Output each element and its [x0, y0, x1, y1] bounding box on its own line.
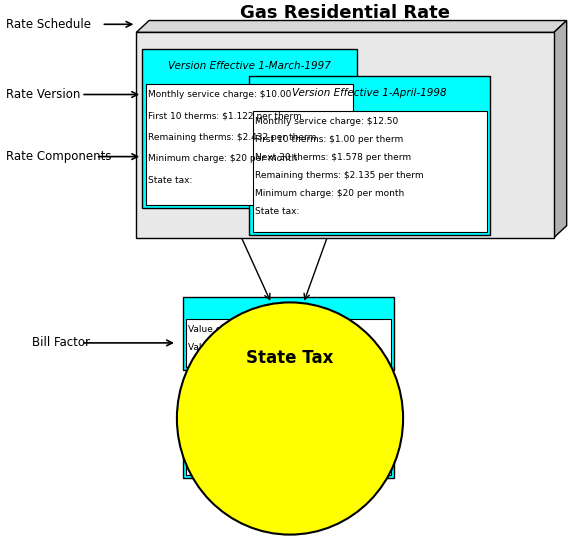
Text: Value on 1-Dec-1996: 6.25%: Value on 1-Dec-1996: 6.25% — [188, 325, 317, 334]
Text: Rate Schedule: Rate Schedule — [6, 18, 91, 31]
Bar — [183, 394, 394, 478]
Bar — [253, 111, 487, 232]
Bar — [146, 84, 353, 205]
Text: Value on 15-Feb-1998: 7.5%: Value on 15-Feb-1998: 7.5% — [188, 342, 316, 352]
Text: State tax:: State tax: — [148, 176, 193, 185]
Text: First 10 therms: $1.122 per therm: First 10 therms: $1.122 per therm — [148, 112, 302, 120]
Text: Monthly service charge: $10.00: Monthly service charge: $10.00 — [148, 90, 291, 99]
Text: Version Effective 1-April-1998: Version Effective 1-April-1998 — [292, 88, 447, 98]
Bar — [183, 297, 394, 370]
Bar — [249, 76, 490, 235]
Text: Minimum charge: $20 per month: Minimum charge: $20 per month — [255, 189, 404, 198]
Text: Rate Components: Rate Components — [6, 150, 111, 163]
Text: Bill Factor: Bill Factor — [32, 336, 90, 349]
Text: Minimum charge: $20 per month: Minimum charge: $20 per month — [148, 154, 297, 163]
Bar — [136, 32, 554, 238]
Text: Rate Version: Rate Version — [6, 88, 80, 101]
Text: Hawaii: Hawaii — [271, 303, 306, 313]
Text: State Tax: State Tax — [246, 349, 334, 367]
Text: Value on 1-Feb-1996: 2.25%: Value on 1-Feb-1996: 2.25% — [188, 422, 316, 430]
Bar — [186, 416, 391, 475]
Text: First 10 therms: $1.00 per therm: First 10 therms: $1.00 per therm — [255, 134, 404, 144]
Text: Version Effective 1-March-1997: Version Effective 1-March-1997 — [168, 61, 331, 71]
Polygon shape — [554, 21, 567, 238]
Text: Monthly service charge: $12.50: Monthly service charge: $12.50 — [255, 117, 398, 126]
Text: Remaining therms: $2.432 per therm: Remaining therms: $2.432 per therm — [148, 133, 316, 142]
Text: Remaining therms: $2.135 per therm: Remaining therms: $2.135 per therm — [255, 171, 424, 180]
Text: State tax:: State tax: — [255, 207, 300, 216]
Bar — [142, 49, 357, 208]
Text: Value on 18-Mar-1999: 3.7%: Value on 18-Mar-1999: 3.7% — [188, 453, 317, 462]
Text: Utah: Utah — [276, 400, 301, 410]
Text: Next 30 therms: $1.578 per therm: Next 30 therms: $1.578 per therm — [255, 153, 411, 162]
Bar — [186, 319, 391, 367]
Text: Gas Residential Rate: Gas Residential Rate — [240, 4, 450, 23]
Text: Value on 15-Nov-1998: 3.5%: Value on 15-Nov-1998: 3.5% — [188, 437, 317, 447]
Ellipse shape — [177, 302, 403, 535]
Polygon shape — [136, 21, 567, 32]
